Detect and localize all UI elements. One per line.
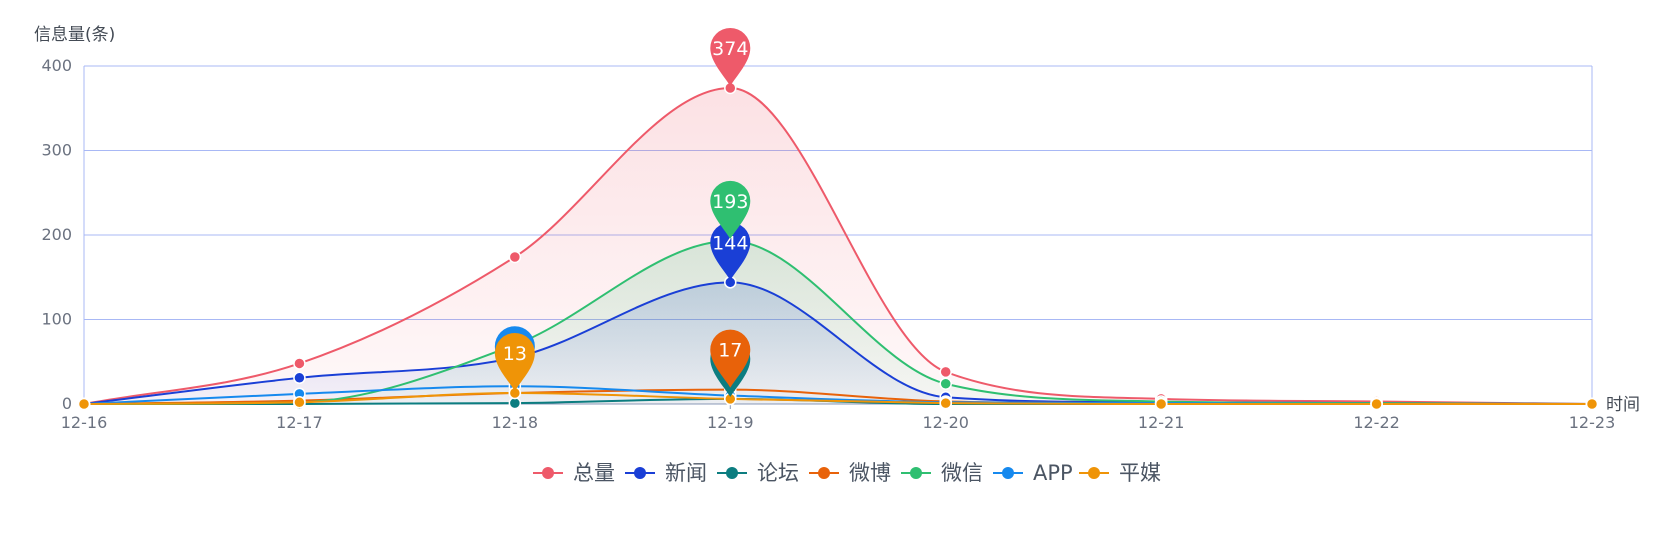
marker-pin-icon [710, 27, 751, 86]
legend-item-论坛[interactable]: 论坛 [717, 461, 799, 485]
y-axis-title: 信息量(条) [34, 25, 115, 45]
max-marker-新闻: 144 [710, 222, 751, 281]
data-point-平媒 [1370, 397, 1383, 411]
x-axis-title: 时间 [1606, 395, 1640, 415]
legend-label: APP [1033, 461, 1073, 485]
legend-label: 微信 [941, 461, 983, 485]
max-marker-平媒: 13 [494, 333, 535, 392]
legend-dot-icon [1088, 467, 1100, 479]
legend-item-微博[interactable]: 微博 [809, 461, 891, 485]
legend-dot-icon [818, 467, 830, 479]
x-tick-label: 12-23 [1569, 413, 1616, 432]
marker-value-label: 374 [712, 38, 748, 60]
legend-item-APP[interactable]: APP [993, 461, 1073, 485]
y-tick-label: 300 [41, 141, 72, 160]
data-point-微信 [939, 377, 952, 390]
data-point-平媒 [939, 396, 952, 410]
marker-pin-icon [494, 333, 535, 392]
data-point-新闻 [293, 371, 306, 385]
data-point-平媒 [1585, 397, 1599, 411]
data-point-总量 [293, 357, 306, 370]
series-line-平媒 [83, 392, 1592, 406]
max-marker-微信: 193 [710, 180, 751, 239]
legend-dot-icon [1002, 467, 1014, 479]
marker-value-label: 144 [712, 232, 748, 254]
legend-dot-icon [726, 467, 738, 479]
data-point-平媒 [1154, 397, 1168, 411]
max-marker-微博: 17 [710, 329, 751, 388]
data-point-总量 [508, 250, 522, 264]
series-lines [83, 86, 1593, 406]
legend-dot-icon [910, 467, 922, 479]
series-line-总量 [83, 86, 1593, 405]
x-tick-label: 12-18 [492, 413, 539, 432]
max-marker-总量: 374 [710, 27, 751, 86]
marker-value-label: 13 [503, 343, 527, 365]
legend[interactable]: 总量 新闻 论坛 微博 微信 APP 平媒 [533, 461, 1161, 485]
x-tick-label: 12-17 [276, 413, 323, 432]
data-point-平媒 [293, 396, 306, 409]
data-point-平媒 [77, 397, 91, 411]
legend-item-微信[interactable]: 微信 [901, 461, 983, 485]
axes: 0 100 200 300 400 12-16 12-17 12-18 12-19 12-20 12… [34, 25, 1640, 432]
legend-item-总量[interactable]: 总量 [533, 461, 615, 485]
area-微信 [84, 240, 1592, 404]
marker-pin-icon [710, 329, 751, 388]
legend-label: 论坛 [757, 461, 799, 485]
x-tick-label: 12-22 [1353, 413, 1400, 432]
y-tick-label: 200 [41, 225, 72, 244]
marker-value-label: 17 [718, 340, 742, 362]
x-tick-label: 12-19 [707, 413, 754, 432]
data-point-论坛 [508, 396, 522, 410]
y-tick-label: 100 [41, 310, 72, 329]
legend-item-平媒[interactable]: 平媒 [1079, 461, 1161, 485]
y-tick-label: 0 [62, 394, 72, 413]
y-tick-label: 400 [41, 56, 72, 75]
legend-label: 新闻 [665, 461, 707, 485]
legend-label: 总量 [573, 461, 615, 485]
legend-item-新闻[interactable]: 新闻 [625, 461, 707, 485]
max-markers: 374 144 17 193 13 [494, 27, 751, 397]
area-fills [84, 87, 1592, 404]
marker-value-label: 193 [712, 191, 748, 213]
marker-pin-icon [710, 180, 751, 239]
legend-dot-icon [634, 467, 646, 479]
x-tick-label: 12-20 [922, 413, 969, 432]
area-总量 [84, 87, 1592, 404]
legend-label: 平媒 [1119, 461, 1161, 485]
x-tick-label: 12-16 [61, 413, 108, 432]
marker-pin-icon [710, 222, 751, 281]
x-tick-label: 12-21 [1138, 413, 1185, 432]
legend-label: 微博 [849, 461, 891, 485]
data-point-总量 [939, 365, 952, 379]
legend-dot-icon [542, 467, 554, 479]
